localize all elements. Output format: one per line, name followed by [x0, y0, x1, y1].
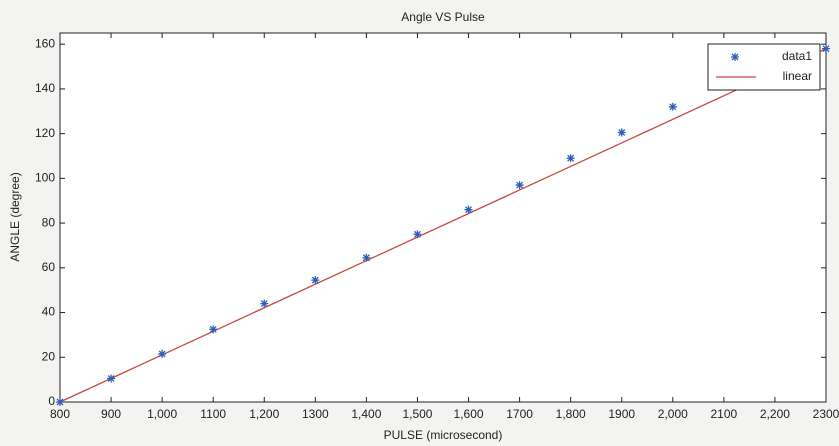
marker — [260, 299, 269, 308]
marker — [464, 205, 473, 214]
x-tick-label: 1,500 — [402, 407, 432, 421]
x-axis-label: PULSE (microsecond) — [384, 428, 503, 442]
legend-box — [707, 43, 821, 91]
y-tick-label: 100 — [35, 171, 55, 185]
marker — [617, 128, 626, 137]
marker — [362, 253, 371, 262]
x-tick-label: 2,000 — [658, 407, 688, 421]
x-tick-label: 1,600 — [454, 407, 484, 421]
marker — [209, 325, 218, 334]
line — [59, 48, 827, 403]
marker — [413, 230, 422, 239]
y-tick-label: 40 — [42, 305, 56, 319]
y-tick-label: 60 — [42, 260, 56, 274]
chart-title: Angle VS Pulse — [401, 10, 485, 24]
marker — [515, 181, 524, 190]
y-axis-label: ANGLE (degree) — [8, 172, 22, 261]
y-tick-label: 0 — [48, 394, 55, 408]
marker — [311, 276, 320, 285]
marker — [158, 349, 167, 358]
x-tick-label: 1900 — [608, 407, 635, 421]
x-tick-label: 1700 — [506, 407, 533, 421]
x-tick-label: 800 — [50, 407, 70, 421]
x-tick-label: 2300 — [813, 407, 839, 421]
legend-marker — [731, 53, 739, 61]
plot-area — [59, 32, 827, 403]
marker — [566, 154, 575, 163]
y-tick-label: 80 — [42, 215, 56, 229]
x-tick-label: 1300 — [302, 407, 329, 421]
x-tick-label: 1,000 — [147, 407, 177, 421]
marker — [668, 102, 677, 111]
y-tick-label: 160 — [35, 36, 55, 50]
marker — [107, 374, 116, 383]
marker — [56, 398, 64, 406]
y-tick-label: 20 — [42, 349, 56, 363]
x-tick-label: 1,800 — [556, 407, 586, 421]
y-tick-label: 140 — [35, 81, 55, 95]
x-tick-label: 1100 — [200, 407, 226, 421]
x-tick-label: 900 — [101, 407, 121, 421]
legend-label: data1 — [782, 49, 812, 63]
x-tick-label: 1,400 — [351, 407, 381, 421]
x-tick-label: 1,200 — [249, 407, 279, 421]
legend-label: linear — [783, 69, 812, 83]
marker — [822, 44, 830, 53]
y-tick-label: 120 — [35, 126, 55, 140]
x-tick-label: 2100 — [711, 407, 738, 421]
x-tick-label: 2,200 — [760, 407, 790, 421]
